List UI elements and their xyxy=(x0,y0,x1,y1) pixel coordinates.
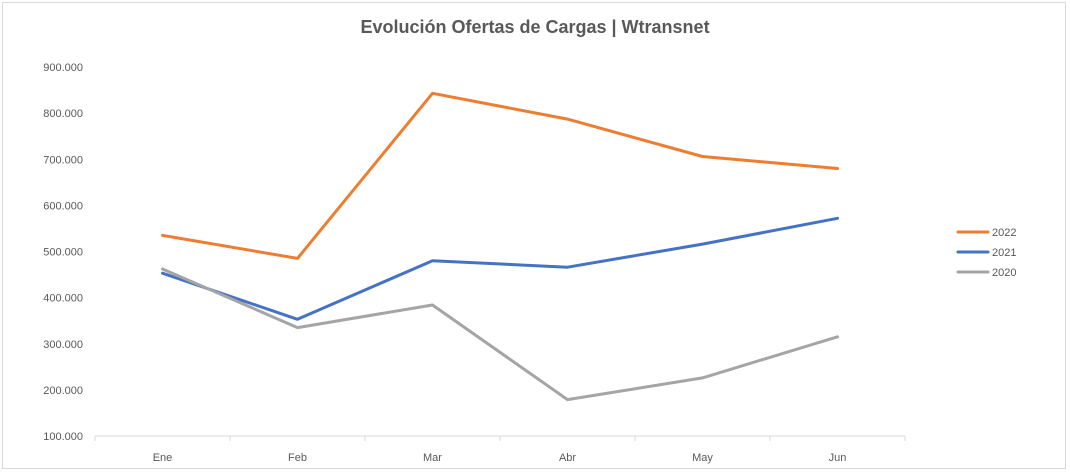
y-tick-label: 600.000 xyxy=(43,200,83,212)
y-tick-label: 800.000 xyxy=(43,108,83,120)
legend-label-2022: 2022 xyxy=(992,227,1016,239)
legend-label-2021: 2021 xyxy=(992,247,1016,259)
y-tick-label: 500.000 xyxy=(43,247,83,259)
y-tick-label: 700.000 xyxy=(43,154,83,166)
x-tick-label: Jun xyxy=(829,452,847,464)
series-line-2020 xyxy=(161,267,839,402)
y-tick-label: 100.000 xyxy=(43,431,83,443)
x-tick-label: Abr xyxy=(559,452,576,464)
x-tick-label: Mar xyxy=(423,452,442,464)
legend-label-2020: 2020 xyxy=(992,267,1016,279)
series-line-2022 xyxy=(161,91,839,260)
series-line-2021 xyxy=(161,216,839,321)
x-tick-label: Feb xyxy=(288,452,307,464)
y-tick-label: 400.000 xyxy=(43,293,83,305)
x-tick-label: Ene xyxy=(153,452,173,464)
chart-title: Evolución Ofertas de Cargas | Wtransnet xyxy=(360,17,710,37)
y-tick-label: 200.000 xyxy=(43,385,83,397)
y-tick-label: 900.000 xyxy=(43,62,83,74)
x-tick-label: May xyxy=(692,452,713,464)
y-tick-label: 300.000 xyxy=(43,339,83,351)
